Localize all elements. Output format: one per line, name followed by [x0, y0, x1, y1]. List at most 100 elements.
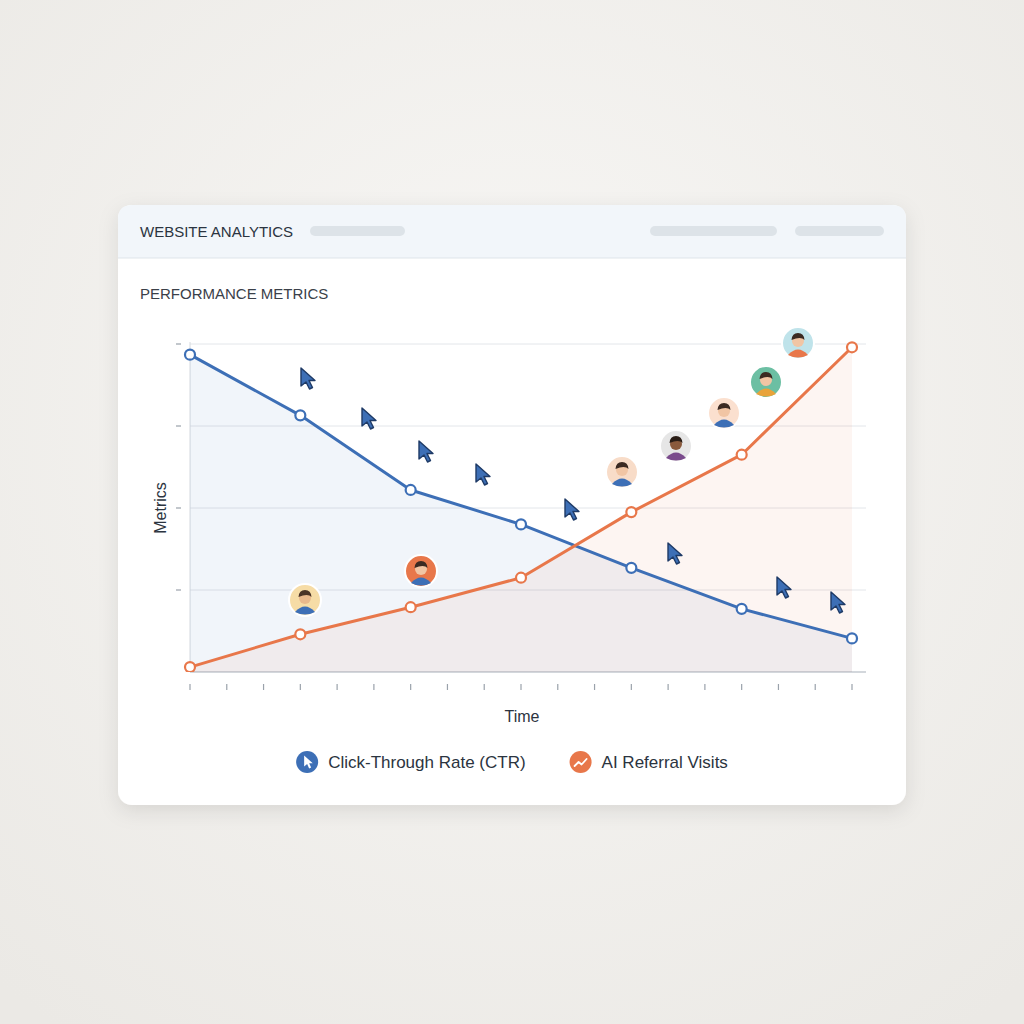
legend-label: Click-Through Rate (CTR) [328, 753, 525, 772]
avatar-body [666, 453, 686, 461]
avatar-icon [708, 397, 740, 429]
placeholder-pill [650, 226, 777, 236]
card-header [118, 205, 906, 258]
series-area [190, 347, 852, 672]
x-tick [263, 684, 264, 690]
avatar-icon [782, 327, 814, 359]
header-title: WEBSITE ANALYTICS [140, 223, 293, 240]
x-tick [300, 684, 301, 690]
avatar-bg [750, 366, 782, 398]
x-tick [189, 684, 190, 690]
cursor-icon [419, 441, 433, 462]
chart-subtitle: PERFORMANCE METRICS [140, 285, 328, 302]
avatar-bg [708, 397, 740, 429]
x-tick [484, 684, 485, 690]
data-point [626, 507, 636, 517]
avatar-bg [289, 584, 321, 616]
x-tick [373, 684, 374, 690]
placeholder-pill [795, 226, 884, 236]
legend-item: AI Referral Visits [570, 751, 728, 773]
y-axis-title: Metrics [152, 482, 169, 534]
avatar-hair [718, 403, 731, 410]
avatar-body [714, 420, 734, 428]
avatar-body [788, 350, 808, 358]
avatar-icon [289, 584, 321, 616]
x-tick [704, 684, 705, 690]
avatar-icon [606, 456, 638, 488]
avatar-hair [299, 590, 312, 597]
grid-line [190, 344, 866, 345]
y-tick [176, 425, 181, 426]
y-tick [176, 589, 181, 590]
x-tick [337, 684, 338, 690]
x-tick [594, 684, 595, 690]
cursor-icon [301, 368, 315, 389]
decorations [289, 327, 845, 616]
marker-layer [185, 342, 857, 672]
x-axis-title: Time [505, 708, 540, 725]
avatar-icon [750, 366, 782, 398]
data-point [406, 602, 416, 612]
x-tick [410, 684, 411, 690]
x-tick [520, 684, 521, 690]
avatar-body [295, 607, 315, 615]
x-tick [741, 684, 742, 690]
avatar-icon [405, 555, 437, 587]
avatar-body [411, 578, 431, 586]
cursor-icon [476, 464, 490, 485]
avatar-hair [670, 436, 683, 443]
legend-label: AI Referral Visits [602, 753, 728, 772]
data-point [516, 573, 526, 583]
legend-icon [570, 751, 592, 773]
legend-item: Click-Through Rate (CTR) [296, 751, 525, 773]
data-point [847, 633, 857, 643]
avatar-icon [660, 430, 692, 462]
avatar-hair [415, 561, 428, 568]
background [0, 0, 1024, 1024]
data-point [295, 410, 305, 420]
cursor-icon [831, 592, 845, 613]
avatar-bg [405, 555, 437, 587]
y-tick [176, 507, 181, 508]
data-point [737, 450, 747, 460]
cursor-icon [565, 499, 579, 520]
data-point [295, 629, 305, 639]
cursor-icon [668, 543, 682, 564]
x-tick [851, 684, 852, 690]
data-point [516, 519, 526, 529]
avatar-hair [616, 462, 629, 469]
page-root: WEBSITE ANALYTICS PERFORMANCE METRICS Metr… [0, 0, 1024, 1024]
series-line [190, 355, 852, 639]
data-point [847, 342, 857, 352]
x-tick [226, 684, 227, 690]
x-tick [447, 684, 448, 690]
legend-glyph [304, 756, 313, 769]
data-point [185, 662, 195, 672]
y-tick [176, 343, 181, 344]
avatar-bg [782, 327, 814, 359]
legend-icon [296, 751, 318, 773]
data-point [406, 485, 416, 495]
data-point [737, 604, 747, 614]
x-tick [778, 684, 779, 690]
avatar-body [612, 479, 632, 487]
x-tick [631, 684, 632, 690]
cursor-icon [777, 577, 791, 598]
data-point [626, 563, 636, 573]
legend-glyph [575, 759, 587, 766]
legend: Click-Through Rate (CTR) AI Referral Visi… [296, 751, 728, 773]
card [118, 205, 906, 805]
x-tick [815, 684, 816, 690]
chart-svg: WEBSITE ANALYTICS PERFORMANCE METRICS Metr… [0, 0, 1024, 1024]
avatar-body [756, 389, 776, 397]
avatar-bg [606, 456, 638, 488]
plot-area [190, 347, 852, 672]
header-divider [118, 258, 906, 259]
series-line [190, 347, 852, 667]
x-tick [668, 684, 669, 690]
avatar-bg [660, 430, 692, 462]
data-point [185, 350, 195, 360]
x-tick [557, 684, 558, 690]
avatar-hair [792, 333, 805, 340]
avatar-hair [760, 372, 773, 379]
